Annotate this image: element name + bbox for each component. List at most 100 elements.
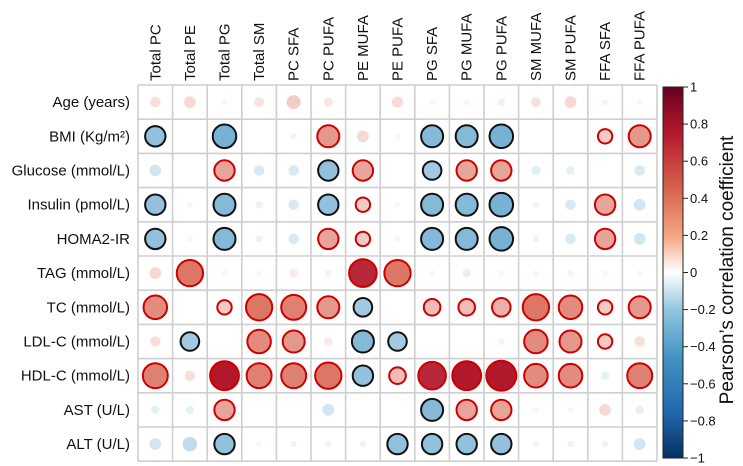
correlation-cell bbox=[454, 192, 479, 217]
correlation-cell bbox=[596, 333, 614, 350]
correlation-cell bbox=[523, 328, 549, 355]
column-label: PE PUFA bbox=[390, 18, 407, 81]
grid-lines bbox=[137, 84, 658, 463]
correlation-cell bbox=[567, 269, 574, 277]
correlation-cell bbox=[184, 96, 196, 108]
correlation-cell bbox=[221, 270, 228, 277]
correlation-cell bbox=[289, 268, 298, 278]
correlation-cell bbox=[179, 331, 201, 352]
correlation-cell bbox=[316, 295, 341, 320]
correlation-cell bbox=[593, 193, 617, 216]
correlation-cell bbox=[420, 226, 445, 251]
correlation-cell bbox=[149, 164, 162, 177]
correlation-cell bbox=[422, 297, 442, 317]
correlation-cell bbox=[142, 294, 169, 321]
correlation-cell bbox=[394, 235, 401, 242]
correlation-cell bbox=[394, 201, 401, 208]
colorbar-tick-label: −1 bbox=[690, 451, 705, 466]
correlation-cell bbox=[636, 99, 643, 106]
row-label: Insulin (pmol/L) bbox=[27, 197, 130, 214]
correlation-cell bbox=[359, 440, 367, 448]
column-label: PG MUFA bbox=[459, 13, 476, 81]
correlation-cell bbox=[626, 362, 654, 390]
correlation-cell bbox=[186, 201, 193, 208]
correlation-cell bbox=[288, 199, 299, 210]
correlation-cell bbox=[256, 441, 263, 448]
row-label: HOMA2-IR bbox=[57, 231, 131, 248]
correlation-cell bbox=[457, 297, 477, 317]
correlation-cell bbox=[420, 397, 445, 422]
correlation-cell bbox=[636, 270, 643, 277]
correlation-cell bbox=[451, 360, 483, 392]
colorbar-tick-label: 1 bbox=[690, 80, 697, 95]
correlation-cell bbox=[497, 98, 506, 106]
correlation-cell bbox=[627, 124, 652, 149]
correlation-cell bbox=[463, 99, 470, 106]
correlation-cell bbox=[634, 165, 645, 176]
correlation-cell bbox=[557, 294, 584, 321]
correlation-cell bbox=[420, 432, 444, 456]
correlation-cell bbox=[216, 299, 233, 316]
column-label: FFA SFA bbox=[597, 22, 614, 81]
correlation-cell bbox=[185, 405, 195, 415]
correlation-cell bbox=[211, 123, 238, 150]
correlation-cell bbox=[601, 98, 609, 106]
correlation-cell bbox=[316, 124, 341, 149]
correlation-cell bbox=[322, 404, 335, 416]
row-label: HDL-C (mmol/L) bbox=[21, 368, 130, 385]
row-label: Glucose (mmol/L) bbox=[12, 163, 130, 180]
correlation-cell bbox=[596, 299, 614, 316]
correlation-cell bbox=[567, 440, 574, 448]
correlation-cell bbox=[532, 440, 540, 448]
correlation-cell bbox=[182, 436, 198, 452]
correlation-cell bbox=[429, 270, 436, 277]
correlation-cell bbox=[280, 293, 308, 321]
row-label: TC (mmol/L) bbox=[47, 299, 130, 316]
colorbar-label: Pearson’s correlation coefficient bbox=[717, 135, 738, 404]
correlation-cell bbox=[454, 226, 479, 251]
correlation-cell bbox=[288, 165, 299, 176]
correlation-cell bbox=[498, 270, 505, 277]
correlation-cell bbox=[566, 166, 575, 175]
row-label: TAG (mmol/L) bbox=[37, 265, 130, 282]
correlation-cell bbox=[213, 432, 236, 456]
correlation-cell bbox=[532, 235, 540, 243]
column-label: SM PUFA bbox=[563, 15, 580, 81]
column-label: PC SFA bbox=[286, 28, 303, 81]
correlation-cell bbox=[455, 432, 478, 456]
correlation-cell bbox=[490, 159, 513, 182]
correlation-cell bbox=[601, 440, 609, 448]
correlation-cell bbox=[144, 125, 167, 148]
correlation-cell bbox=[627, 295, 652, 320]
correlation-cell bbox=[290, 440, 297, 448]
correlation-cell bbox=[455, 159, 478, 182]
correlation-cell bbox=[186, 235, 193, 242]
correlation-cell bbox=[244, 293, 274, 322]
correlation-cell bbox=[388, 366, 407, 386]
correlation-cell bbox=[213, 398, 236, 422]
correlation-cell bbox=[149, 267, 162, 279]
correlation-cell bbox=[184, 370, 196, 381]
correlation-cell bbox=[144, 227, 167, 251]
correlation-cell bbox=[317, 193, 340, 216]
correlation-cell bbox=[325, 269, 332, 277]
correlation-cell bbox=[254, 97, 265, 108]
correlation-cell bbox=[286, 95, 301, 110]
correlation-cell bbox=[498, 338, 505, 345]
colorbar-tick-label: −0.4 bbox=[690, 339, 716, 354]
correlation-cell bbox=[352, 296, 374, 318]
correlation-cell bbox=[255, 235, 263, 243]
correlation-cell bbox=[490, 296, 512, 318]
correlation-cell bbox=[521, 293, 551, 322]
row-label: ALT (U/L) bbox=[66, 436, 130, 453]
colorbar-tick-label: 0.2 bbox=[690, 228, 708, 243]
correlation-cell bbox=[532, 406, 539, 413]
correlation-cell bbox=[420, 192, 445, 217]
correlation-cell bbox=[523, 362, 549, 389]
correlation-cell bbox=[256, 270, 263, 277]
correlation-cell bbox=[281, 329, 306, 354]
column-label: PG SFA bbox=[424, 27, 441, 81]
correlation-cell bbox=[317, 159, 340, 182]
colorbar-tick-label: −0.2 bbox=[690, 302, 716, 317]
correlation-cell bbox=[351, 364, 375, 387]
